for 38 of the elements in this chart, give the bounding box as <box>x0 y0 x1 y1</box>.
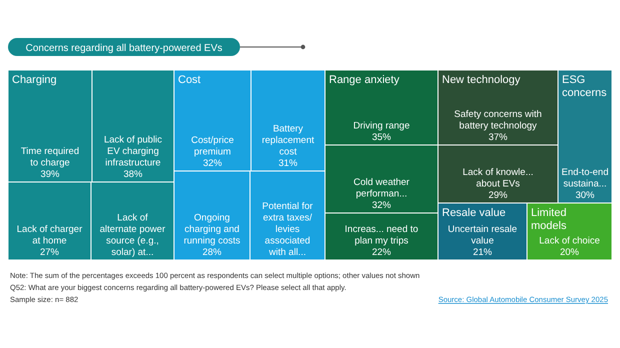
category-label: Driving range <box>353 120 410 132</box>
data-label: 20% <box>560 247 580 258</box>
data-label: 30% <box>575 190 596 201</box>
category-label: Lack of charger at home <box>16 224 82 246</box>
text: Cost <box>178 74 201 86</box>
category-label: Safety concerns with battery technology <box>454 109 542 132</box>
category-label: Lack of public EV charging infrastructure <box>104 134 162 168</box>
text: Resale value <box>442 207 506 219</box>
data-label: 32% <box>202 158 223 169</box>
text: ESG concerns <box>562 74 607 99</box>
category-label: Ongoing charging and running costs <box>184 212 240 246</box>
text: Range anxiety <box>329 74 400 86</box>
data-label: 29% <box>488 190 508 201</box>
category-label: Increas... need to plan my trips <box>344 224 418 246</box>
text: Concerns regarding all battery-powered EVs <box>26 43 222 54</box>
category-label: Uncertain resale value <box>448 224 518 246</box>
data-label: 27% <box>40 247 60 258</box>
data-label: 38% <box>123 169 144 180</box>
category-label: Lack of alternate power source (e.g., solar) at... <box>100 212 166 258</box>
text: New technology <box>442 74 520 86</box>
category-label: Lack of knowle... about EVs <box>462 167 534 190</box>
data-label: 28% <box>202 247 222 258</box>
category-label: Potential for extra taxes/ levies associated with all... <box>262 201 313 258</box>
category-label: Time required to charge <box>20 146 80 168</box>
data-label: 37% <box>488 132 508 143</box>
category-label: End-to-end sustaina... <box>561 167 609 190</box>
data-label: 32% <box>372 200 392 211</box>
category-label: Cost/price premium <box>191 135 234 158</box>
data-label: 31% <box>278 158 298 169</box>
data-label: 22% <box>372 247 392 258</box>
category-label: Battery replacement cost <box>262 124 314 158</box>
category-label: Lack of choice <box>539 236 600 246</box>
text: Limited models <box>531 207 566 232</box>
text: Charging <box>12 74 57 86</box>
category-label: Cold weather performan... <box>354 177 410 200</box>
data-label: 39% <box>40 169 60 180</box>
data-label: 21% <box>472 247 493 258</box>
data-label: 35% <box>372 132 392 143</box>
